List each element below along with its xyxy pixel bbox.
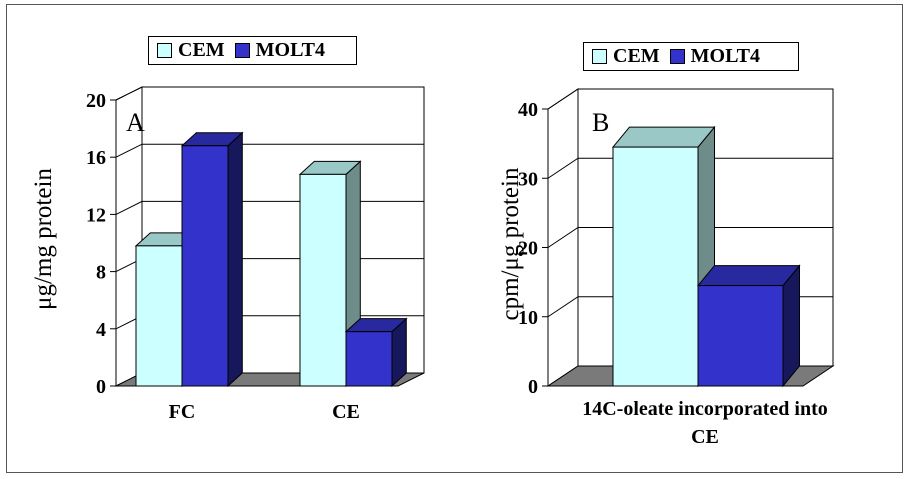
bar-molt4-ce [345,331,393,387]
y-tick-label: 4 [96,319,106,341]
y-tick-label: 16 [86,147,106,169]
gridline [115,86,424,101]
legend-swatch-molt4 [669,49,685,64]
legend-label-molt4: MOLT4 [690,45,760,67]
x-tick-label: FC [169,401,196,423]
bar-molt4 [697,285,784,387]
legend-label-cem: CEM [613,45,660,67]
y-axis-label-a: μg/mg protein [30,168,57,310]
x-axis-label-b: 14C-oleate incorporated into CE [530,395,880,451]
gridline [547,157,833,179]
bar-molt4-top [696,265,801,287]
bar-molt4-fc [181,145,229,387]
legend-swatch-molt4 [234,43,250,58]
x-axis-label-b-line-2: CE [691,426,719,448]
y-tick-label: 30 [518,168,538,190]
legend-swatch-cem [592,49,607,64]
gridline [547,227,833,248]
y-tick-label: 0 [528,376,538,398]
y-tick-label: 40 [518,99,538,121]
gridline [115,143,424,158]
y-tick-label: 20 [518,238,538,260]
bar-cem-ce [299,173,347,387]
gridline [547,88,833,110]
bar-cem [612,146,699,387]
legend-panel-a: CEM MOLT4 [148,36,357,65]
bar-cem-fc [135,245,183,387]
y-tick-label: 12 [86,204,106,226]
legend-item-molt4: MOLT4 [669,45,760,68]
legend-swatch-cem [157,43,172,58]
legend-label-molt4: MOLT4 [255,39,325,61]
y-tick-label: 10 [518,307,538,329]
legend-label-cem: CEM [178,39,225,61]
bar-cem-top [611,126,716,148]
y-axis-label-b: cpm/μg protein [497,167,524,321]
legend-item-cem: CEM [157,39,225,62]
y-tick-label: 0 [96,376,106,398]
x-tick-label: CE [332,401,360,423]
y-tick-label: 20 [86,90,106,112]
legend-item-cem: CEM [592,45,660,68]
legend-panel-b: CEM MOLT4 [583,42,799,71]
panel-letter-a: A [126,108,145,137]
bar-molt4-side [782,264,800,388]
legend-item-molt4: MOLT4 [234,39,325,62]
y-tick-label: 8 [96,262,106,284]
bar-molt4-fc-side [227,131,243,388]
figure-frame [6,4,903,473]
x-axis-label-b-line-1: 14C-oleate incorporated into [582,398,828,420]
panel-letter-b: B [592,108,610,137]
